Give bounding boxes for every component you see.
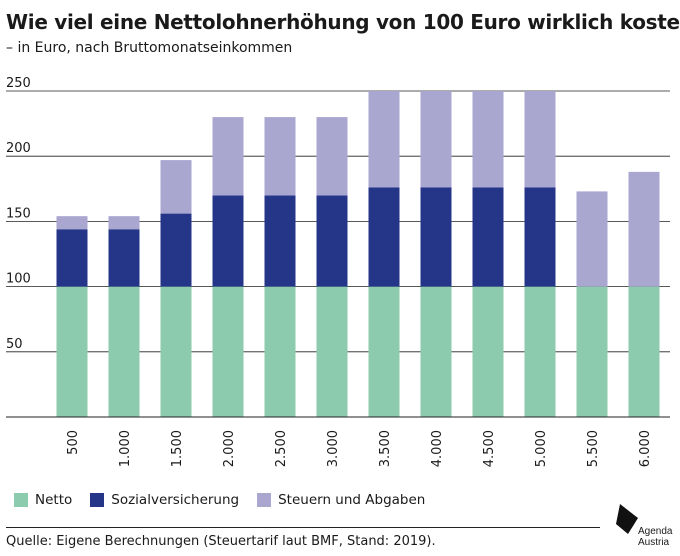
bar-segment-netto <box>524 286 556 417</box>
bar-segment-netto <box>56 286 88 417</box>
bar-segment-netto <box>264 286 296 417</box>
logo-text: Agenda Austria <box>638 526 672 548</box>
bar-segment-steuern-und-abgaben <box>264 117 296 196</box>
x-tick-label: 1.000 <box>118 430 133 467</box>
bar-segment-steuern-und-abgaben <box>576 191 608 287</box>
bar-segment-netto <box>628 286 660 417</box>
legend-swatch-sozialversicherung <box>90 493 105 507</box>
chart-title: Wie viel eine Nettolohnerhöhung von 100 … <box>6 10 680 34</box>
bar-segment-netto <box>472 286 504 417</box>
bar-segment-netto <box>212 286 244 417</box>
legend-item-netto: Netto <box>14 492 72 508</box>
bar-segment-steuern-und-abgaben <box>368 91 400 188</box>
legend-label-netto: Netto <box>35 492 73 508</box>
legend-swatch-steuern <box>257 493 272 507</box>
x-tick-label: 3.000 <box>326 430 341 467</box>
stacked-bar-chart: 50 100 150 200 250 500 1.000 1.500 2.000 2.500 3.… <box>6 76 670 467</box>
x-tick-label: 5.000 <box>534 430 549 467</box>
legend-label-steuern: Steuern und Abgaben <box>278 492 426 508</box>
bar-segment-sozialversicherung <box>160 213 192 287</box>
bar-segment-steuern-und-abgaben <box>628 171 660 287</box>
legend-swatch-netto <box>14 493 28 507</box>
bar-segment-steuern-und-abgaben <box>420 91 452 188</box>
legend-item-sozialversicherung: Sozialversicherung <box>90 492 239 508</box>
footer-divider <box>6 527 600 528</box>
y-tick-label: 100 <box>6 272 31 287</box>
bar-segment-sozialversicherung <box>472 187 504 287</box>
bars-layer: 500 1.000 1.500 2.000 2.500 3.000 3.500 4.000 4.… <box>56 91 660 467</box>
bar-segment-sozialversicherung <box>316 195 348 287</box>
bar-segment-netto <box>316 286 348 417</box>
x-tick-label: 2.000 <box>222 430 237 467</box>
bar-segment-sozialversicherung <box>56 229 88 287</box>
source-note: Quelle: Eigene Berechnungen (Steuertarif… <box>6 534 436 549</box>
x-tick-label: 4.000 <box>430 430 445 467</box>
logo-mark-icon <box>616 504 638 534</box>
x-tick-label: 2.500 <box>274 430 289 467</box>
bar-segment-steuern-und-abgaben <box>524 91 556 188</box>
bar-segment-sozialversicherung <box>420 187 452 287</box>
logo-text-line2: Austria <box>638 537 670 548</box>
y-tick-label: 200 <box>6 141 31 156</box>
logo-text-line1: Agenda <box>638 526 673 537</box>
bar-segment-steuern-und-abgaben <box>212 117 244 196</box>
y-tick-label: 150 <box>6 206 31 221</box>
bar-segment-sozialversicherung <box>212 195 244 287</box>
bar-segment-netto <box>160 286 192 417</box>
x-tick-label: 500 <box>66 430 81 455</box>
bar-segment-steuern-und-abgaben <box>316 117 348 196</box>
bar-segment-steuern-und-abgaben <box>56 216 88 230</box>
bar-segment-steuern-und-abgaben <box>472 91 504 188</box>
x-tick-label: 1.500 <box>170 430 185 467</box>
bar-segment-sozialversicherung <box>524 187 556 287</box>
agenda-austria-logo: Agenda Austria <box>612 502 674 552</box>
bar-segment-steuern-und-abgaben <box>108 216 140 230</box>
bar-segment-sozialversicherung <box>264 195 296 287</box>
legend-label-sozialversicherung: Sozialversicherung <box>111 492 240 508</box>
x-tick-label: 6.000 <box>638 430 653 467</box>
bar-segment-sozialversicherung <box>108 229 140 287</box>
legend-item-steuern: Steuern und Abgaben <box>257 492 425 508</box>
bar-segment-steuern-und-abgaben <box>160 160 192 214</box>
y-tick-label: 50 <box>6 337 23 352</box>
bar-segment-sozialversicherung <box>368 187 400 287</box>
x-tick-label: 5.500 <box>586 430 601 467</box>
bar-segment-netto <box>368 286 400 417</box>
x-tick-label: 4.500 <box>482 430 497 467</box>
bar-segment-netto <box>420 286 452 417</box>
legend: Netto Sozialversicherung Steuern und Abg… <box>14 492 443 508</box>
bar-segment-netto <box>108 286 140 417</box>
y-tick-label: 250 <box>6 76 31 91</box>
x-tick-label: 3.500 <box>378 430 393 467</box>
bar-segment-netto <box>576 286 608 417</box>
chart-subtitle: – in Euro, nach Bruttomonatseinkommen <box>6 40 293 56</box>
